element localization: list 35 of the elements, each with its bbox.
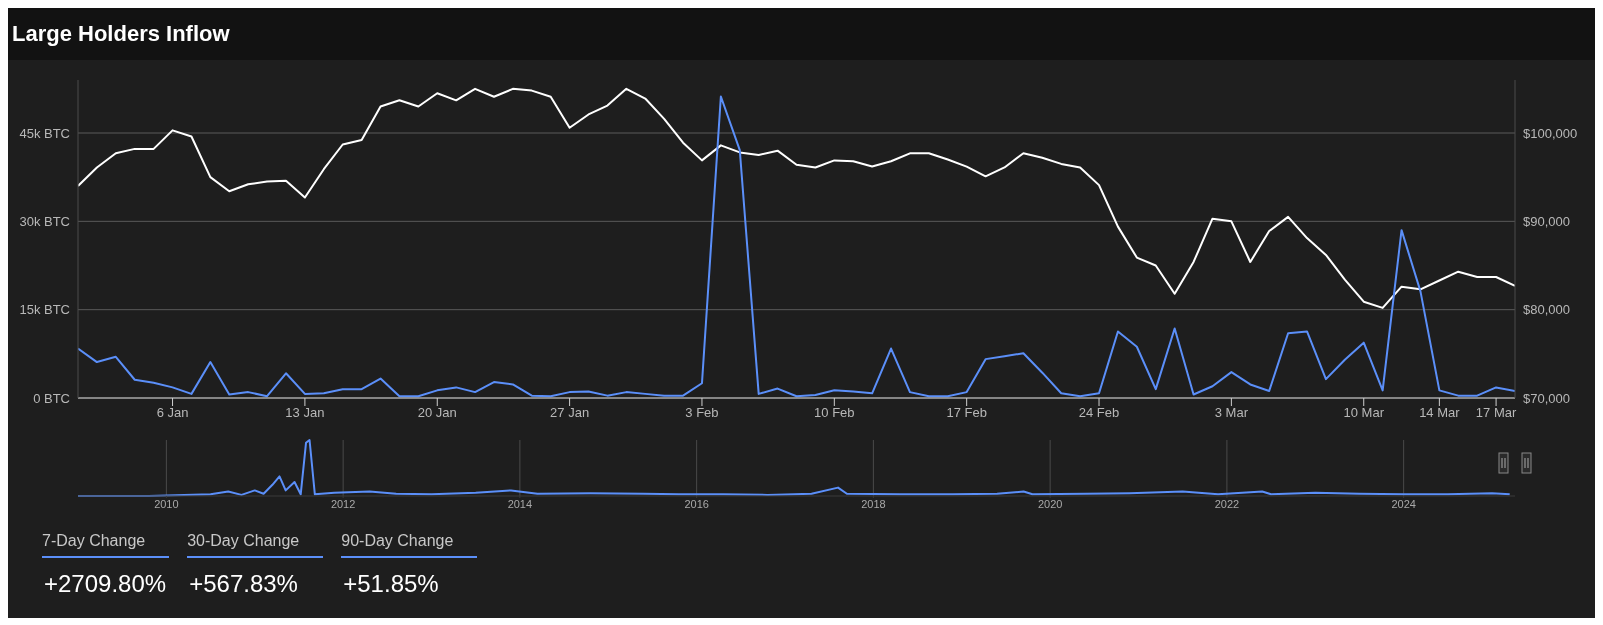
text: 30-Day Change [187,532,324,558]
y2-tick-label: $70,000 [1523,390,1570,406]
x-tick-label: 2024 [1391,497,1416,510]
x-tick-label: 3 Mar [1214,405,1249,421]
x-tick-label: 10 Mar [1343,405,1385,421]
x-tick-label: 3 Feb [685,405,719,421]
x-tick-label: 17 Feb [946,405,987,421]
x-tick-label: 10 Feb [814,405,855,421]
y-tick-label: 15k BTC [19,302,70,318]
x-tick-label: 2016 [684,497,709,510]
y2-tick-label: $80,000 [1523,302,1570,318]
x-tick-label: 14 Mar [1419,405,1461,421]
y-tick-label: 30k BTC [19,213,70,229]
x-tick-label: 6 Jan [156,405,189,421]
text: 7-Day Change [42,532,170,558]
y2-tick-label: $100,000 [1523,125,1578,141]
text: +567.83% [188,570,299,598]
x-tick-label: 2020 [1037,497,1063,510]
text: 90-Day Change [341,532,478,558]
y2-tick-label: $90,000 [1523,213,1570,229]
x-tick-label: 13 Jan [285,405,325,421]
x-tick-label: 2018 [861,497,886,510]
y-tick-label: 45k BTC [19,125,70,141]
chart-title: Large Holders Inflow [11,20,231,48]
x-tick-label: 2014 [507,497,533,510]
y-tick-label: 0 BTC [33,390,70,406]
x-tick-label: 20 Jan [417,405,457,421]
x-tick-label: 27 Jan [550,405,590,421]
x-tick-label: 17 Mar [1475,405,1517,421]
text: +2709.80% [43,570,168,598]
text: +51.85% [342,570,440,598]
x-tick-label: 24 Feb [1078,405,1120,421]
x-tick-label: 2022 [1214,497,1240,510]
x-tick-label: 2012 [330,497,356,510]
x-tick-label: 2010 [154,497,179,510]
